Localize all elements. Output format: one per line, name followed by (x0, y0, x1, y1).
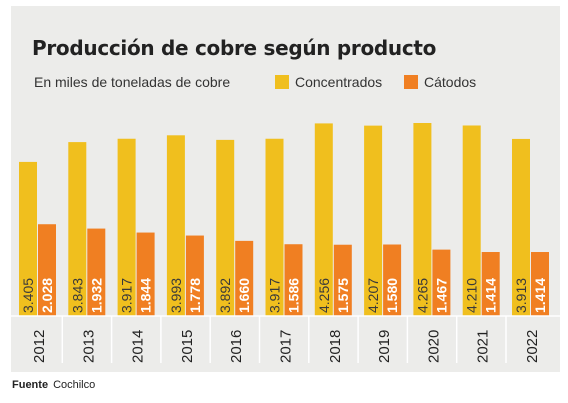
value-label-concentrados-2020: 4.265 (414, 278, 430, 313)
bar-concentrados-2021 (462, 125, 481, 316)
value-label-catodos-2020: 1.467 (433, 278, 449, 313)
value-label-concentrados-2022: 3.913 (513, 278, 529, 313)
bar-concentrados-2017 (265, 138, 284, 316)
value-label-catodos-2019: 1.580 (384, 278, 400, 313)
bar-catodos-2018 (333, 244, 352, 316)
bar-catodos-2016 (235, 240, 254, 316)
tick-label-2020: 2020 (425, 330, 442, 363)
tick-label-2015: 2015 (179, 330, 196, 363)
bar-catodos-2013 (87, 228, 106, 316)
bar-concentrados-2020 (413, 123, 432, 316)
value-label-concentrados-2019: 4.207 (365, 278, 381, 313)
value-label-catodos-2012: 2.028 (39, 278, 55, 313)
bar-catodos-2020 (432, 249, 451, 316)
value-label-concentrados-2017: 3.917 (267, 278, 283, 313)
legend-catodos: Cátodos (404, 74, 476, 90)
bar-catodos-2021 (481, 252, 500, 316)
tick-label-2019: 2019 (376, 330, 393, 363)
value-label-catodos-2017: 1.586 (286, 278, 302, 313)
bar-catodos-2012 (38, 224, 56, 316)
source-note: Fuente Cochilco (12, 379, 95, 391)
bar-catodos-2014 (136, 232, 155, 316)
tick-label-2017: 2017 (278, 330, 295, 363)
chart-subtitle: En miles de toneladas de cobre (34, 74, 231, 90)
bar-concentrados-2014 (117, 138, 136, 316)
bar-concentrados-2019 (364, 125, 383, 316)
tick-label-2018: 2018 (327, 330, 344, 363)
source-label: Fuente (12, 379, 49, 391)
value-label-concentrados-2021: 4.210 (464, 278, 480, 313)
tick-label-2022: 2022 (524, 330, 541, 363)
legend-swatch-concentrados (275, 75, 289, 89)
source-value: Cochilco (53, 379, 96, 391)
legend-concentrados: Concentrados (275, 74, 382, 90)
value-label-catodos-2013: 1.932 (88, 278, 104, 313)
legend-label-concentrados: Concentrados (295, 74, 383, 90)
value-label-concentrados-2018: 4.256 (316, 278, 332, 313)
bar-concentrados-2018 (314, 123, 333, 317)
value-label-concentrados-2014: 3.917 (119, 278, 135, 313)
value-label-concentrados-2013: 3.843 (69, 278, 85, 313)
value-label-concentrados-2016: 3.892 (217, 278, 233, 313)
bar-concentrados-2016 (216, 139, 235, 316)
value-label-catodos-2018: 1.575 (335, 278, 351, 313)
tick-label-2016: 2016 (228, 330, 245, 363)
value-label-catodos-2022: 1.414 (532, 278, 548, 313)
bar-catodos-2015 (185, 235, 204, 316)
bar-concentrados-2022 (512, 138, 530, 316)
chart-title: Producción de cobre según producto (32, 36, 437, 60)
value-label-catodos-2015: 1.778 (187, 278, 203, 313)
value-label-catodos-2014: 1.844 (138, 278, 154, 313)
bar-catodos-2017 (284, 244, 303, 316)
value-label-catodos-2021: 1.414 (483, 278, 499, 313)
tick-label-2014: 2014 (130, 330, 147, 363)
tick-label-2021: 2021 (475, 330, 492, 363)
bar-concentrados-2012 (19, 161, 37, 316)
value-label-concentrados-2015: 3.993 (168, 278, 184, 313)
bar-concentrados-2013 (68, 142, 87, 316)
bar-catodos-2022 (531, 252, 549, 316)
bar-concentrados-2015 (166, 135, 185, 316)
tick-label-2013: 2013 (80, 330, 97, 363)
tick-label-2012: 2012 (31, 330, 48, 363)
legend-label-catodos: Cátodos (424, 74, 477, 90)
value-label-catodos-2016: 1.660 (236, 278, 252, 313)
bar-catodos-2019 (383, 244, 402, 316)
legend-swatch-catodos (404, 75, 418, 89)
value-label-concentrados-2012: 3.405 (20, 278, 36, 313)
